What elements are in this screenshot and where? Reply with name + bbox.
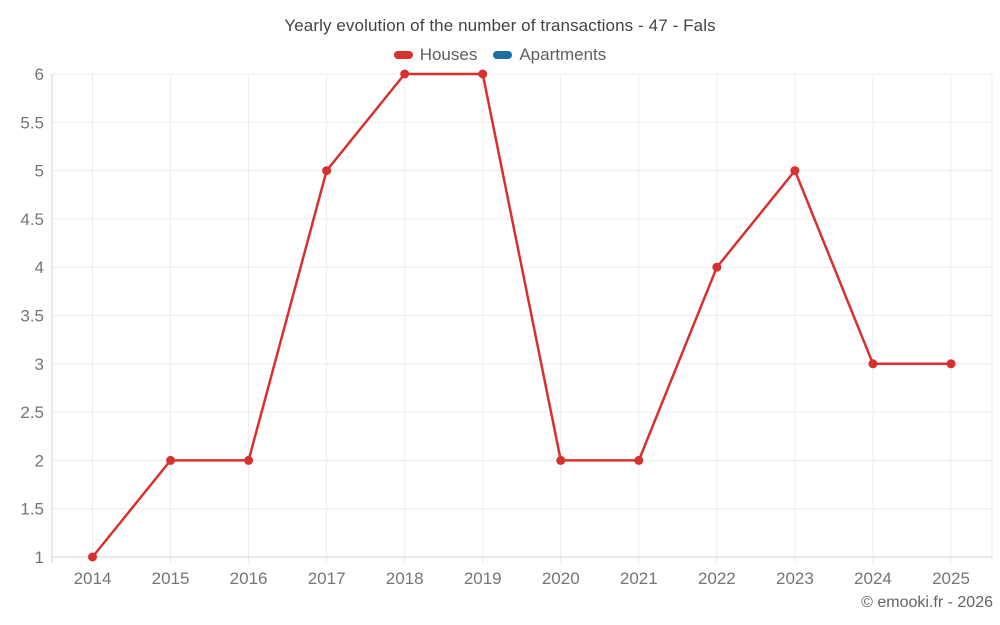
data-point-houses-2014[interactable] [88,552,97,562]
copyright: © emooki.fr - 2026 [861,594,993,611]
data-point-houses-2018[interactable] [400,69,410,79]
y-tick-label: 5.5 [20,113,44,132]
data-point-houses-2020[interactable] [556,455,566,465]
houses-series-swatch-icon [393,51,413,59]
x-tick-label: 2020 [542,569,580,588]
data-point-houses-2023[interactable] [790,166,800,176]
y-tick-label: 4 [35,258,44,277]
legend-item-houses[interactable]: Houses [393,45,478,65]
x-tick-label: 2019 [464,569,502,588]
x-tick-label: 2018 [386,569,424,588]
data-point-houses-2015[interactable] [166,455,176,465]
chart-legend: Houses Apartments [0,45,1000,65]
x-tick-label: 2014 [74,569,112,588]
legend-item-apartments[interactable]: Apartments [493,45,606,65]
x-tick-label: 2017 [308,569,346,588]
data-point-houses-2021[interactable] [634,455,644,465]
y-tick-label: 5 [35,162,44,181]
y-tick-label: 3 [35,355,44,374]
x-tick-label: 2022 [698,569,736,588]
data-point-houses-2022[interactable] [712,262,722,272]
chart-title: Yearly evolution of the number of transa… [284,16,716,35]
data-point-houses-2025[interactable] [946,359,956,369]
x-tick-label: 2024 [854,569,892,588]
data-point-houses-2019[interactable] [478,69,488,79]
y-tick-label: 2 [35,451,44,470]
y-tick-label: 6 [35,65,44,84]
series-line-houses [91,72,953,559]
y-tick-label: 1 [35,548,44,567]
y-tick-label: 4.5 [20,210,44,229]
legend-label-houses: Houses [419,45,478,64]
x-tick-label: 2023 [776,569,814,588]
apartments-series-swatch-icon [493,51,513,59]
x-tick-label: 2016 [230,569,268,588]
x-tick-label: 2015 [152,569,190,588]
data-point-houses-2016[interactable] [244,455,254,465]
x-tick-label: 2021 [620,569,658,588]
data-point-houses-2024[interactable] [868,359,878,369]
y-tick-label: 1.5 [20,500,44,519]
y-tick-label: 2.5 [20,403,44,422]
x-tick-label: 2025 [932,569,970,588]
y-tick-label: 3.5 [20,307,44,326]
data-point-houses-2017[interactable] [322,166,332,176]
legend-label-apartments: Apartments [519,45,607,64]
